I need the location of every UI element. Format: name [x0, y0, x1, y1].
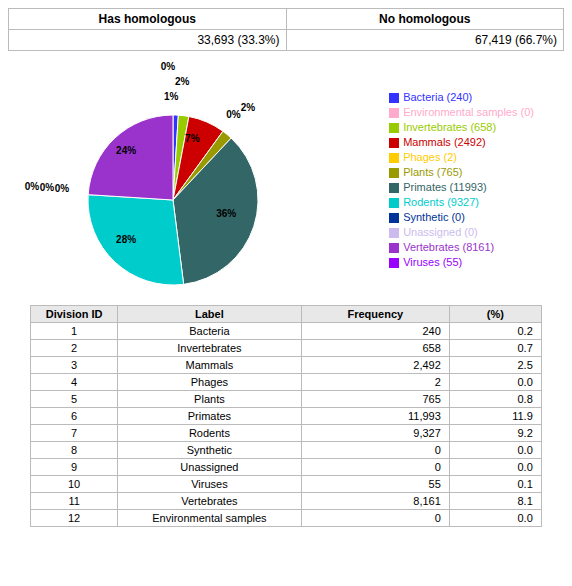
html-text:Division ID: Division ID: [45, 308, 103, 320]
svg-text:0%: 0%: [226, 109, 241, 120]
html-text:1: 1: [71, 325, 78, 337]
html-text:11: 11: [68, 495, 80, 507]
html-text:0.1: 0.1: [517, 478, 533, 490]
html-text:8,161: 8,161: [413, 495, 441, 507]
html-text:11,993: 11,993: [408, 410, 441, 422]
html-text:Mammals: Mammals: [185, 359, 234, 371]
html-text:12: 12: [68, 512, 81, 524]
html-text:Synthetic: Synthetic: [186, 444, 232, 456]
html-text:55: 55: [428, 478, 441, 490]
html-text:9,327: 9,327: [413, 427, 441, 439]
html-text:Unassigned (0): Unassigned (0): [403, 226, 478, 238]
html-text:0.0: 0.0: [517, 376, 533, 388]
html-text:Viruses: Viruses: [191, 478, 228, 490]
html-text:Unassigned: Unassigned: [180, 461, 239, 473]
html-text:Rodents: Rodents: [188, 427, 230, 439]
html-text:3: 3: [71, 359, 78, 371]
html-text:0.0: 0.0: [517, 461, 533, 473]
html-text:Vertebrates: Vertebrates: [181, 495, 238, 507]
html-text:10: 10: [68, 478, 81, 490]
html-text:Synthetic (0): Synthetic (0): [403, 211, 465, 223]
html-text:Frequency: Frequency: [347, 308, 404, 320]
svg-text:7%: 7%: [185, 133, 200, 144]
html-text:0: 0: [434, 512, 441, 524]
html-text:2.5: 2.5: [517, 359, 533, 371]
html-text:No homologous: No homologous: [379, 12, 471, 26]
html-text:Vertebrates (8161): Vertebrates (8161): [403, 241, 495, 253]
html-text:Rodents (9327): Rodents (9327): [403, 196, 479, 208]
html-text:Phages: Phages: [190, 376, 229, 388]
svg-text:28%: 28%: [116, 234, 136, 245]
html-text:2,492: 2,492: [413, 359, 441, 371]
html-text:0.0: 0.0: [517, 444, 533, 456]
html-text:33,693 (33.3%): 33,693 (33.3%): [197, 33, 280, 47]
html-text:Plants: Plants: [194, 393, 225, 405]
html-text:0.8: 0.8: [517, 393, 533, 405]
svg-text:24%: 24%: [116, 145, 136, 156]
html-text:Bacteria (240): Bacteria (240): [403, 91, 473, 103]
html-text:Environmental samples: Environmental samples: [152, 512, 267, 524]
html-text:Has homologous: Has homologous: [98, 12, 196, 26]
html-text:658: 658: [422, 342, 441, 354]
html-text:240: 240: [422, 325, 441, 337]
html-text:0.7: 0.7: [517, 342, 533, 354]
svg-text:2%: 2%: [241, 102, 256, 113]
html-text:6: 6: [71, 410, 78, 422]
html-text:0.2: 0.2: [517, 325, 533, 337]
html-text:Invertebrates (658): Invertebrates (658): [403, 121, 497, 133]
svg-text:36%: 36%: [216, 208, 236, 219]
html-text:Phages (2): Phages (2): [403, 151, 457, 163]
html-text:Viruses (55): Viruses (55): [403, 256, 463, 268]
html-text:9: 9: [71, 461, 78, 473]
html-text:Primates: Primates: [187, 410, 232, 422]
html-text:Mammals (2492): Mammals (2492): [403, 136, 486, 148]
html-text:0.0: 0.0: [517, 512, 533, 524]
html-text:7: 7: [71, 427, 78, 439]
svg-text:0%: 0%: [55, 183, 70, 194]
html-text:Invertebrates: Invertebrates: [177, 342, 242, 354]
html-text:9.2: 9.2: [517, 427, 533, 439]
svg-text:0%: 0%: [161, 61, 176, 72]
html-text:4: 4: [71, 376, 78, 388]
html-text:Bacteria: Bacteria: [189, 325, 230, 337]
svg-text:0%: 0%: [25, 181, 40, 192]
html-text:0: 0: [434, 444, 441, 456]
svg-text:2%: 2%: [175, 76, 190, 87]
html-text:Primates (11993): Primates (11993): [403, 181, 487, 193]
html-text:0: 0: [434, 461, 441, 473]
html-text:Plants (765): Plants (765): [403, 166, 463, 178]
html-text:2: 2: [71, 342, 78, 354]
svg-text:0%: 0%: [40, 182, 55, 193]
html-text:Environmental samples (0): Environmental samples (0): [403, 106, 534, 118]
html-text:11.9: 11.9: [512, 410, 533, 422]
html-text:Label: Label: [195, 308, 224, 320]
html-text:2: 2: [434, 376, 441, 388]
html-text:67,419 (66.7%): 67,419 (66.7%): [474, 33, 557, 47]
html-text:765: 765: [422, 393, 441, 405]
svg-text:1%: 1%: [164, 91, 179, 102]
html-text:8: 8: [71, 444, 78, 456]
html-text:8.1: 8.1: [517, 495, 533, 507]
html-text:5: 5: [71, 393, 78, 405]
